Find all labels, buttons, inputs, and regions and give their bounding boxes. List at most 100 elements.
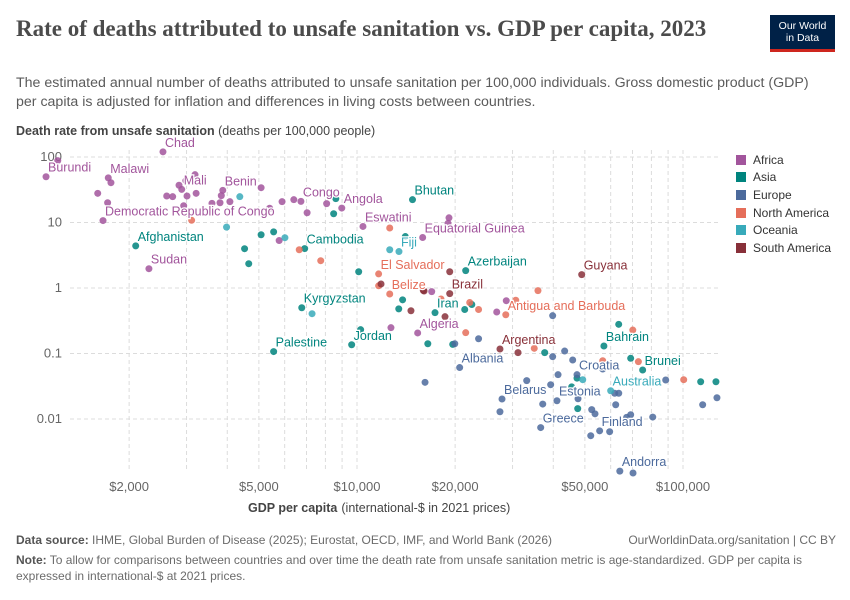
data-point (445, 214, 453, 222)
legend-label: South America (753, 240, 832, 255)
data-point (219, 186, 227, 194)
data-point (712, 378, 720, 386)
data-source: IHME, Global Burden of Disease (2025); E… (92, 533, 553, 547)
legend-item[interactable]: Africa (736, 151, 831, 169)
data-point (223, 223, 231, 231)
data-point (512, 296, 520, 304)
data-point (523, 377, 531, 385)
point-labels: Burundi Chad Malawi Mali Benin Congo Angola Dem… (47, 135, 682, 471)
data-point (182, 177, 190, 185)
grid (70, 150, 720, 472)
legend-swatch (736, 242, 746, 253)
data-point (553, 397, 561, 405)
legend-item[interactable]: North America (736, 204, 831, 222)
y-axis-label-unit: (deaths per 100,000 people) (218, 124, 376, 138)
note-text: To allow for comparisons between countri… (16, 553, 802, 583)
point-label: Brunei (645, 354, 681, 368)
data-point (399, 296, 407, 304)
point-label: Albania (462, 352, 504, 366)
data-point (574, 405, 582, 413)
data-point (386, 246, 394, 254)
data-point (180, 202, 188, 210)
data-point (217, 192, 225, 200)
data-point (290, 196, 298, 204)
data-point (587, 432, 595, 440)
data-point (437, 295, 445, 303)
data-point (599, 357, 607, 365)
data-point (496, 345, 504, 353)
data-point (297, 197, 305, 205)
y-tick-label: 10 (48, 215, 62, 230)
data-point (386, 290, 394, 298)
data-point (424, 340, 432, 348)
data-point (431, 309, 439, 317)
point-label: Brazil (452, 278, 483, 292)
data-point (270, 228, 278, 236)
data-point (579, 376, 587, 384)
data-point (216, 199, 224, 207)
data-point (549, 353, 557, 361)
point-label: Estonia (559, 385, 601, 399)
point-label: Greece (543, 412, 584, 426)
data-point (578, 271, 586, 279)
data-point (317, 257, 325, 265)
data-point (554, 371, 562, 379)
data-point (634, 358, 642, 366)
data-point (573, 371, 581, 379)
logo-line1: Our World (778, 20, 827, 32)
point-label: Guyana (584, 259, 628, 273)
data-point (159, 148, 167, 156)
data-point (419, 286, 427, 294)
point-label: Croatia (579, 359, 619, 373)
data-point (568, 383, 576, 391)
data-point (451, 340, 459, 348)
data-point (357, 326, 365, 334)
legend-item[interactable]: Europe (736, 186, 831, 204)
point-label: Benin (225, 174, 257, 188)
data-point (502, 311, 510, 319)
y-axis-label: Death rate from unsafe sanitation (death… (16, 124, 375, 138)
x-tick-label: $10,000 (334, 479, 381, 494)
owid-logo[interactable]: Our World in Data (770, 15, 835, 52)
data-point (107, 179, 115, 187)
point-label: Democratic Republic of Congo (105, 205, 275, 219)
point-label: Malawi (110, 162, 149, 176)
data-point (616, 467, 624, 475)
data-point (414, 329, 422, 337)
y-tick-label: 1 (55, 280, 62, 295)
data-point (462, 267, 470, 275)
data-point (419, 234, 427, 242)
legend-item[interactable]: Oceania (736, 221, 831, 239)
data-point (574, 395, 582, 403)
data-point (359, 222, 367, 230)
legend-item[interactable]: South America (736, 239, 831, 257)
legend-swatch (736, 207, 746, 218)
point-label: Belize (392, 278, 426, 292)
data-point (387, 324, 395, 332)
data-point (355, 268, 363, 276)
point-label: Fiji (401, 236, 417, 250)
data-point (612, 401, 620, 409)
data-point (466, 299, 474, 307)
point-label: Mali (184, 173, 207, 187)
data-point (428, 288, 436, 296)
data-point (539, 400, 547, 408)
data-point (104, 199, 112, 207)
legend-swatch (736, 189, 746, 200)
data-point (530, 344, 538, 352)
data-point (547, 381, 555, 389)
data-point (386, 224, 394, 232)
data-point (446, 290, 454, 298)
data-point (275, 237, 283, 245)
data-point (42, 173, 50, 181)
data-point (409, 196, 417, 204)
point-label: Chad (165, 136, 195, 150)
data-point (502, 297, 510, 305)
data-point (145, 265, 153, 273)
data-point (475, 335, 483, 343)
source-label: Data source: (16, 533, 89, 547)
legend-item[interactable]: Asia (736, 169, 831, 187)
source-url-link[interactable]: OurWorldinData.org/sanitation | CC BY (628, 533, 836, 547)
